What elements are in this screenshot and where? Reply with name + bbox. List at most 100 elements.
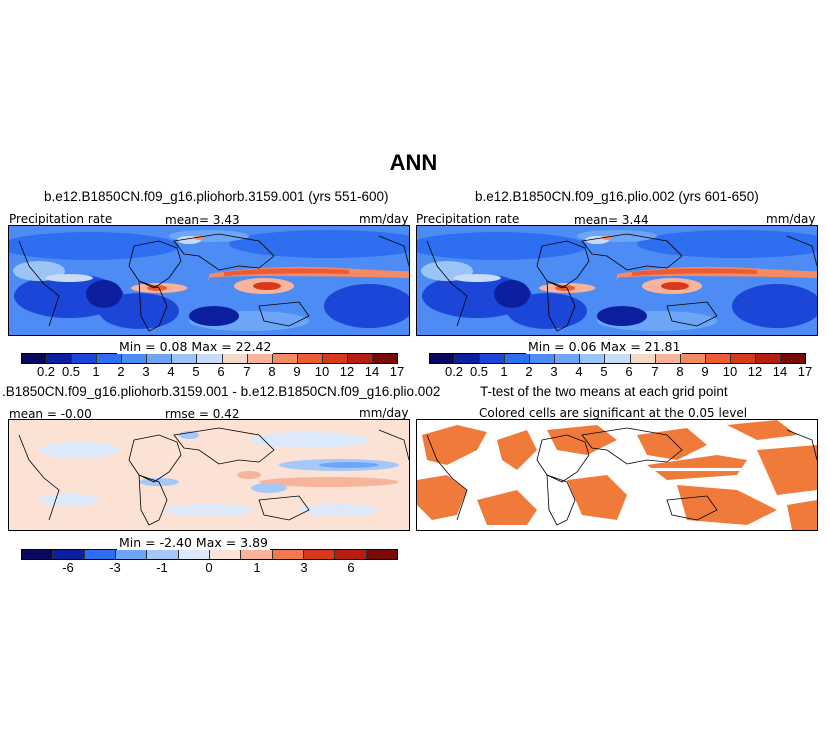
panel-4-ttest-map [416, 419, 818, 531]
panel-3-minmax: Min = -2.40 Max = 3.89 [117, 535, 271, 550]
panel-4-map-graphic [417, 420, 817, 530]
panel-3-colorbar [21, 549, 398, 560]
colorbar-swatch [605, 354, 631, 363]
colorbar-swatch [366, 550, 397, 559]
colorbar-swatch [178, 550, 210, 559]
colorbar-tick: 2 [525, 364, 533, 379]
colorbar-swatch [84, 550, 116, 559]
colorbar-tick: 1 [92, 364, 100, 379]
colorbar-tick: 3 [142, 364, 150, 379]
colorbar-tick: 0.2 [444, 364, 464, 379]
colorbar-swatch [455, 354, 481, 363]
colorbar-tick: 9 [293, 364, 301, 379]
colorbar-swatch [47, 354, 73, 363]
colorbar-swatch [630, 354, 656, 363]
panel-2-colorbar [429, 353, 806, 364]
colorbar-tick: 5 [600, 364, 608, 379]
colorbar-tick: 3 [300, 560, 308, 575]
colorbar-swatch [115, 550, 148, 559]
colorbar-tick: 7 [651, 364, 659, 379]
colorbar-swatch [580, 354, 606, 363]
colorbar-tick: 6 [217, 364, 225, 379]
panel-2-mean: mean= 3.44 [574, 213, 649, 227]
colorbar-tick: 2 [117, 364, 125, 379]
colorbar-tick: 3 [550, 364, 558, 379]
colorbar-swatch [555, 354, 581, 363]
colorbar-tick: 14 [772, 364, 788, 379]
colorbar-swatch [222, 354, 248, 363]
colorbar-swatch [372, 354, 397, 363]
panel-2-colorbar-ticks: 0.2 0.5 1 2 3 4 5 6 7 8 9 10 12 14 17 [429, 364, 812, 380]
colorbar-tick: 9 [701, 364, 709, 379]
colorbar-swatch [147, 550, 179, 559]
colorbar-tick: 14 [364, 364, 380, 379]
colorbar-swatch [430, 354, 456, 363]
colorbar-swatch [72, 354, 98, 363]
colorbar-tick: 8 [676, 364, 684, 379]
panel-1-units: mm/day [359, 212, 409, 226]
colorbar-swatch [530, 354, 556, 363]
panel-3-colorbar-ticks: -6 -3 -1 0 1 3 6 [21, 560, 398, 576]
colorbar-tick: 0.5 [469, 364, 489, 379]
colorbar-swatch [780, 354, 805, 363]
colorbar-tick: 0.5 [61, 364, 81, 379]
colorbar-tick: 1 [500, 364, 508, 379]
panel-1-mean: mean= 3.43 [165, 213, 240, 227]
panel-1-colorbar [21, 353, 398, 364]
panel-3-title: .B1850CN.f09_g16.pliohorb.3159.001 - b.e… [2, 384, 441, 399]
colorbar-tick: 4 [167, 364, 175, 379]
panel-2-variable-label: Precipitation rate [416, 212, 520, 226]
panel-1-title: b.e12.B1850CN.f09_g16.pliohorb.3159.001 … [44, 189, 389, 204]
colorbar-swatch [22, 354, 48, 363]
colorbar-swatch [241, 550, 273, 559]
panel-1-variable-label: Precipitation rate [9, 212, 113, 226]
colorbar-tick: 12 [747, 364, 763, 379]
panel-2-map-graphic [417, 226, 817, 335]
colorbar-tick: 6 [625, 364, 633, 379]
panel-3-units: mm/day [359, 406, 409, 420]
colorbar-tick: 7 [243, 364, 251, 379]
colorbar-swatch [680, 354, 706, 363]
colorbar-swatch [480, 354, 506, 363]
colorbar-tick: 0 [205, 560, 213, 575]
colorbar-swatch [272, 354, 298, 363]
colorbar-tick: -1 [156, 560, 168, 575]
colorbar-tick: 10 [722, 364, 738, 379]
colorbar-tick: 6 [347, 560, 355, 575]
colorbar-swatch [272, 550, 304, 559]
colorbar-swatch [122, 354, 148, 363]
colorbar-tick: 1 [253, 560, 261, 575]
colorbar-tick: 5 [192, 364, 200, 379]
colorbar-swatch [347, 354, 373, 363]
panel-2-units: mm/day [766, 212, 816, 226]
colorbar-swatch [335, 550, 367, 559]
colorbar-swatch [209, 550, 242, 559]
colorbar-swatch [297, 354, 323, 363]
colorbar-swatch [755, 354, 781, 363]
panel-1-colorbar-ticks: 0.2 0.5 1 2 3 4 5 6 7 8 9 10 12 14 17 [21, 364, 404, 380]
colorbar-tick: 4 [575, 364, 583, 379]
colorbar-swatch [147, 354, 173, 363]
colorbar-swatch [730, 354, 756, 363]
panel-3-difference-map [8, 419, 410, 531]
colorbar-tick: 17 [797, 364, 813, 379]
panel-2-minmax: Min = 0.06 Max = 21.81 [526, 339, 683, 354]
panel-3-map-graphic [9, 420, 409, 530]
colorbar-tick: 17 [389, 364, 405, 379]
colorbar-swatch [97, 354, 123, 363]
panel-1-minmax: Min = 0.08 Max = 22.42 [117, 339, 274, 354]
panel-2-title: b.e12.B1850CN.f09_g16.plio.002 (yrs 601-… [475, 189, 759, 204]
colorbar-tick: 0.2 [36, 364, 56, 379]
colorbar-swatch [172, 354, 198, 363]
colorbar-swatch [303, 550, 336, 559]
colorbar-tick: -3 [109, 560, 121, 575]
colorbar-swatch [197, 354, 223, 363]
colorbar-swatch [322, 354, 348, 363]
colorbar-tick: 12 [339, 364, 355, 379]
colorbar-swatch [53, 550, 85, 559]
panel-1-precip-map [8, 225, 410, 336]
figure-title: ANN [389, 150, 438, 175]
colorbar-swatch [505, 354, 531, 363]
colorbar-tick: 10 [314, 364, 330, 379]
panel-4-subtitle: Colored cells are significant at the 0.0… [479, 406, 748, 420]
